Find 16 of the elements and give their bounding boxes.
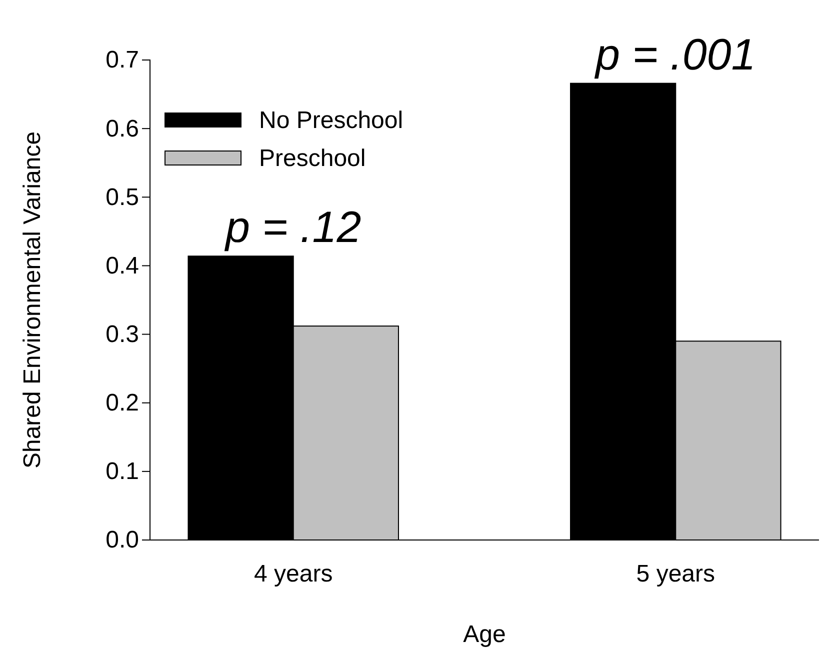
- y-tick-label: 0.3: [106, 320, 139, 348]
- annotation: p = .12: [223, 203, 362, 252]
- y-tick-label: 0.7: [106, 46, 139, 74]
- legend-label: Preschool: [259, 145, 366, 172]
- y-tick-label: 0.2: [106, 390, 139, 417]
- x-tick-label: 4 years: [254, 560, 333, 588]
- y-tick-label: 0.1: [106, 458, 139, 486]
- annotation: p = .001: [594, 30, 756, 80]
- y-tick-label: 0.0: [106, 526, 139, 554]
- x-axis-title: Age: [463, 621, 506, 648]
- y-tick-label: 0.4: [106, 252, 139, 280]
- legend-label: No Preschool: [259, 107, 404, 134]
- x-tick-label: 5 years: [636, 560, 715, 588]
- y-axis-title: Shared Environmental Variance: [19, 131, 46, 469]
- y-tick-label: 0.6: [106, 115, 139, 142]
- y-tick-label: 0.5: [106, 184, 139, 211]
